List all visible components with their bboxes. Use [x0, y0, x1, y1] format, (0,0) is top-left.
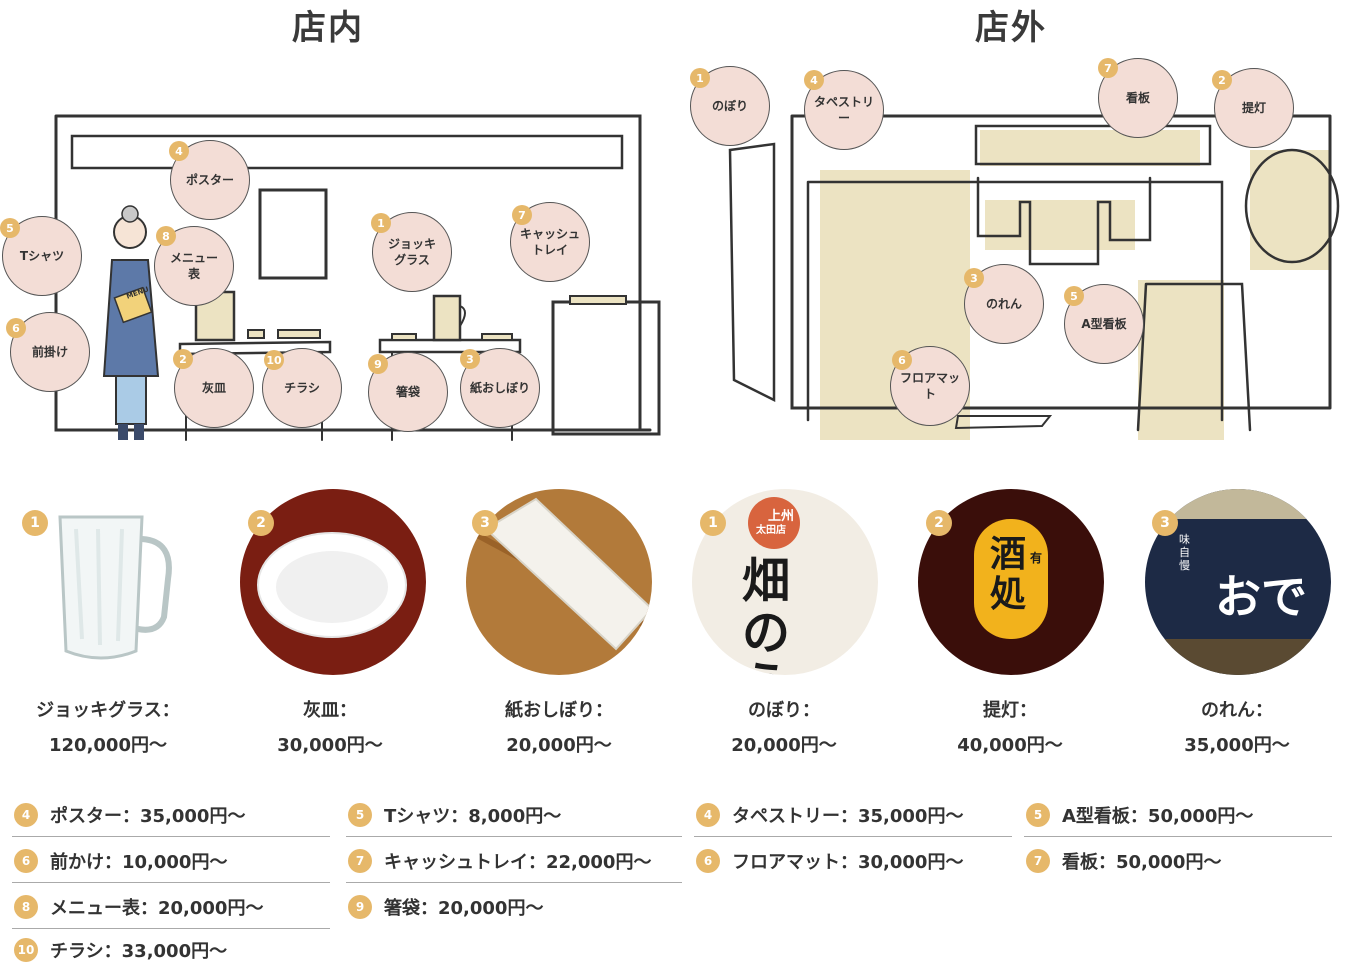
inside-title: 店内	[282, 0, 374, 55]
list-text: 箸袋：20,000円〜	[384, 898, 544, 919]
inside-num-1: 1	[371, 213, 391, 233]
list-text: 看板：50,000円〜	[1062, 852, 1222, 873]
nobori-text-main: 畑のう	[742, 553, 791, 675]
list-num: 10	[14, 938, 38, 962]
list-num: 7	[348, 848, 372, 873]
product-price-noren: 35,000円〜	[1184, 735, 1290, 756]
list-num: 4	[14, 802, 38, 827]
list-num: 6	[14, 848, 38, 873]
product-name-chochin: 提灯：	[983, 700, 1037, 721]
list-text: 前かけ：10,000円〜	[50, 851, 228, 873]
inside-num-6: 6	[6, 318, 26, 338]
chochin-text-sub: 有	[1030, 551, 1043, 565]
list-item: 7 看板：50,000円〜	[1024, 839, 1332, 883]
nobori-text-top2: 太田店	[756, 525, 786, 536]
product-name-haizara: 灰皿：	[303, 700, 357, 721]
product-price-oshibori: 20,000円〜	[506, 735, 612, 756]
inside-num-10: 10	[264, 350, 284, 370]
outside-num-4: 4	[804, 70, 824, 90]
inside-num-8: 8	[156, 226, 176, 246]
list-text: タペストリー：35,000円〜	[732, 805, 964, 827]
list-item: 5 Tシャツ：8,000円〜	[346, 793, 682, 837]
list-text: A型看板：50,000円〜	[1062, 805, 1254, 827]
noren-text-side: 味自慢	[1179, 533, 1190, 572]
inside-illustration	[54, 114, 661, 441]
list-item: 6 前かけ：10,000円〜	[12, 839, 330, 883]
outside-num-5: 5	[1064, 286, 1084, 306]
list-num: 8	[14, 894, 38, 919]
product-name-nobori: のぼり：	[748, 700, 820, 721]
list-text: ポスター：35,000円〜	[50, 805, 246, 827]
photo-num-2: 2	[248, 510, 274, 536]
inside-num-9: 9	[368, 354, 388, 374]
photo-num-5: 2	[926, 510, 952, 536]
list-item: 8 メニュー表：20,000円〜	[12, 885, 330, 929]
nobori-text-top: 上州	[768, 509, 795, 524]
inside-num-5: 5	[0, 218, 20, 238]
photo-num-3: 3	[472, 510, 498, 536]
inside-num-3: 3	[460, 349, 480, 369]
chochin-text-main: 酒処	[990, 534, 1027, 615]
inside-num-7: 7	[512, 205, 532, 225]
list-num: 7	[1026, 849, 1050, 873]
photo-num-1: 1	[22, 510, 48, 536]
noren-text-main: おで	[1215, 570, 1307, 624]
outside-num-2: 2	[1212, 70, 1232, 90]
inside-label-cashtray: キャッシュ トレイ	[510, 202, 590, 282]
list-item: 5 A型看板：50,000円〜	[1024, 793, 1332, 837]
list-num: 5	[1026, 802, 1050, 827]
list-text: フロアマット：30,000円〜	[732, 852, 964, 873]
product-price-chochin: 40,000円〜	[957, 735, 1063, 756]
outside-title: 店外	[965, 0, 1057, 55]
list-text: Tシャツ：8,000円〜	[384, 805, 562, 827]
list-item: 4 ポスター：35,000円〜	[12, 793, 330, 837]
list-num: 6	[696, 849, 720, 873]
list-item: 7 キャッシュトレイ：22,000円〜	[346, 839, 682, 883]
list-item: 6 フロアマット：30,000円〜	[694, 839, 1012, 883]
list-item: 4 タペストリー：35,000円〜	[694, 793, 1012, 837]
product-price-jokki: 120,000円〜	[49, 735, 167, 756]
inside-num-2: 2	[173, 349, 193, 369]
outside-label-nobori: のぼり	[690, 66, 770, 146]
list-text: キャッシュトレイ：22,000円〜	[384, 851, 652, 873]
product-name-oshibori: 紙おしぼり：	[505, 700, 613, 721]
product-price-haizara: 30,000円〜	[277, 735, 383, 756]
product-name-noren: のれん：	[1201, 700, 1273, 721]
list-text: チラシ：33,000円〜	[50, 941, 228, 962]
outside-num-3: 3	[964, 268, 984, 288]
list-num: 5	[348, 802, 372, 827]
product-name-jokki: ジョッキグラス：	[36, 700, 180, 721]
photo-num-4: 1	[700, 510, 726, 536]
photo-jokki	[18, 489, 204, 675]
product-price-nobori: 20,000円〜	[731, 735, 837, 756]
list-item: 9 箸袋：20,000円〜	[346, 885, 682, 929]
outside-num-7: 7	[1098, 58, 1118, 78]
outside-num-6: 6	[892, 350, 912, 370]
list-num: 9	[348, 895, 372, 919]
list-num: 4	[696, 802, 720, 827]
list-item: 10 チラシ：33,000円〜	[12, 928, 330, 972]
inside-num-4: 4	[169, 141, 189, 161]
outside-num-1: 1	[690, 68, 710, 88]
staff-figure	[102, 205, 160, 440]
photo-num-6: 3	[1152, 510, 1178, 536]
list-text: メニュー表：20,000円〜	[50, 897, 264, 919]
